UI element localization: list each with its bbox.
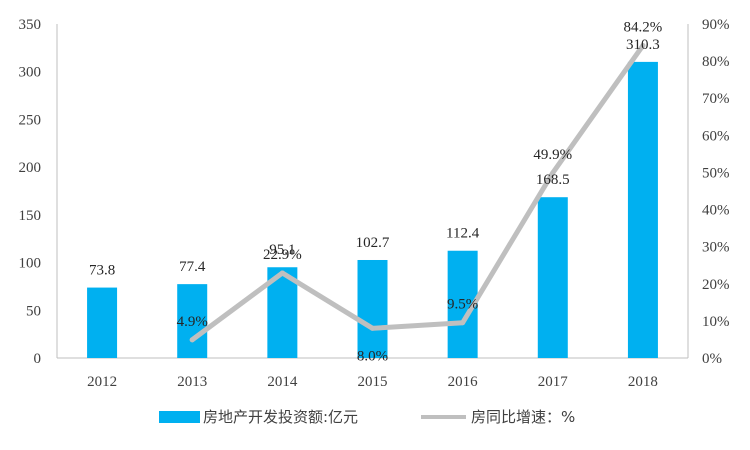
y-left-tick-label: 50 bbox=[26, 303, 41, 319]
y-left-tick-label: 350 bbox=[19, 17, 42, 33]
bar-data-label: 310.3 bbox=[626, 37, 660, 53]
axes: 0 50 100 150 200 250 300 350 0% 10% 20% 30% 40% 50% 60… bbox=[19, 17, 730, 390]
bar bbox=[87, 287, 118, 358]
x-tick-label: 2014 bbox=[267, 374, 298, 390]
bar-data-label: 77.4 bbox=[179, 259, 206, 275]
growth-line bbox=[189, 43, 646, 343]
y-left-tick-label: 150 bbox=[19, 208, 42, 224]
line-point bbox=[640, 43, 646, 49]
y-right-tick-label: 10% bbox=[702, 314, 730, 330]
y-left-tick-label: 200 bbox=[19, 160, 42, 176]
bar-data-label: 102.7 bbox=[356, 235, 390, 251]
y-left-tick-label: 100 bbox=[19, 256, 42, 272]
y-right-tick-label: 80% bbox=[702, 54, 730, 70]
bar-data-label: 168.5 bbox=[536, 172, 570, 188]
x-tick-label: 2015 bbox=[358, 374, 388, 390]
line-point bbox=[370, 325, 375, 331]
y-right-tick-label: 30% bbox=[702, 240, 730, 256]
line-data-label: 84.2% bbox=[624, 20, 663, 36]
bar bbox=[537, 197, 568, 358]
bar-data-label: 95.1 bbox=[269, 242, 295, 258]
y-right-tick-label: 40% bbox=[702, 203, 730, 219]
bar-series bbox=[87, 61, 658, 359]
line-data-label: 4.9% bbox=[177, 314, 208, 330]
line-series bbox=[189, 43, 646, 343]
y-left-tick-label: 0 bbox=[34, 351, 42, 367]
bar bbox=[627, 61, 658, 359]
data-labels: 73.8 77.4 95.1 102.7 112.4 168.5 310.3 4.9% 22.9… bbox=[89, 20, 662, 365]
y-right-tick-label: 90% bbox=[702, 17, 730, 33]
y-right-tick-label: 50% bbox=[702, 165, 730, 181]
y-right-tick-label: 70% bbox=[702, 91, 730, 107]
line-data-label: 9.5% bbox=[447, 297, 478, 313]
line-point bbox=[189, 337, 195, 343]
y-right-tick-label: 0% bbox=[702, 351, 722, 367]
legend-bar-swatch bbox=[159, 411, 200, 423]
line-data-label: 49.9% bbox=[533, 147, 572, 163]
x-tick-label: 2013 bbox=[177, 374, 207, 390]
y-right-tick-label: 20% bbox=[702, 277, 730, 293]
line-data-label: 22.9% bbox=[263, 247, 302, 263]
legend: 房地产开发投资额:亿元 房同比增速：% bbox=[159, 408, 575, 426]
legend-line-label: 房同比增速：% bbox=[471, 408, 575, 426]
y-left-tick-label: 250 bbox=[19, 112, 42, 128]
bar-data-label: 73.8 bbox=[89, 263, 115, 279]
x-tick-label: 2017 bbox=[538, 374, 569, 390]
bar bbox=[177, 284, 208, 358]
x-tick-label: 2018 bbox=[628, 374, 658, 390]
x-tick-label: 2016 bbox=[448, 374, 479, 390]
line-point bbox=[550, 170, 556, 176]
y-right-tick-label: 60% bbox=[702, 128, 730, 144]
bar bbox=[357, 259, 388, 358]
bar-data-label: 112.4 bbox=[446, 226, 480, 242]
line-point bbox=[279, 270, 285, 276]
x-tick-label: 2012 bbox=[87, 374, 117, 390]
legend-bar-label: 房地产开发投资额:亿元 bbox=[203, 408, 358, 426]
line-data-label: 8.0% bbox=[357, 348, 388, 364]
line-point bbox=[460, 320, 466, 326]
y-left-tick-label: 300 bbox=[19, 65, 42, 81]
